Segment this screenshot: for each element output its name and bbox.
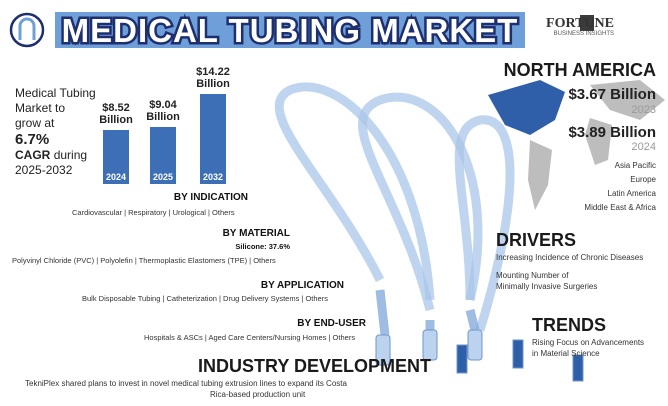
region-year: 2024 xyxy=(631,141,656,153)
title-band xyxy=(55,12,525,48)
data-label: $8.52 Billion xyxy=(99,102,133,127)
segment-title: BY APPLICATION xyxy=(260,280,344,291)
region-name: Europe xyxy=(630,175,656,184)
connectors xyxy=(375,329,584,382)
x-tick-label: 2024 xyxy=(105,172,127,182)
driver-item: Minimally Invasive Surgeries xyxy=(496,282,598,291)
region-value: $3.89 Billion xyxy=(568,124,656,141)
segment-title: BY MATERIAL xyxy=(222,228,290,239)
trend-item: Rising Focus on Advancements xyxy=(532,338,645,347)
segment-items: Bulk Disposable Tubing | Catheterization… xyxy=(82,294,328,303)
section-title: TRENDS xyxy=(532,315,607,335)
body-text: Rica-based production unit xyxy=(210,390,306,399)
data-label: $9.04 Billion xyxy=(146,98,180,123)
data-label: $14.22 Billion xyxy=(196,66,230,90)
bar xyxy=(103,130,129,184)
logo-mark xyxy=(580,15,594,31)
region-name: Asia Pacific xyxy=(614,161,656,170)
growth-text: 2025-2032 xyxy=(15,163,73,177)
segment-highlight: Silicone: 37.6% xyxy=(235,242,290,251)
trend-item: in Material Science xyxy=(532,349,600,358)
cagr-label: CAGR xyxy=(15,148,51,162)
world-map xyxy=(488,80,665,210)
x-tick-label: 2025 xyxy=(152,172,174,182)
growth-text: during xyxy=(53,148,88,162)
segment-items: Polyvinyl Chloride (PVC) | Polyolefin | … xyxy=(12,256,276,265)
cagr-value: 6.7% xyxy=(15,131,50,148)
logo-tagline: BUSINESS INSIGHTS xyxy=(553,31,614,37)
bar xyxy=(200,94,226,184)
growth-text: Medical Tubing xyxy=(15,86,96,100)
body-text: TekniPlex shared plans to invest in nove… xyxy=(25,379,347,388)
driver-item: Increasing Incidence of Chronic Diseases xyxy=(496,253,644,262)
logo-name: FORTUNE xyxy=(546,16,614,31)
growth-text: Market to xyxy=(15,101,66,115)
segment-items: Cardiovascular | Respiratory | Urologica… xyxy=(72,208,235,217)
segment-items: Hospitals & ASCs | Aged Care Centers/Nur… xyxy=(144,333,356,342)
title-icon xyxy=(9,12,45,48)
segment-title: BY END-USER xyxy=(297,318,366,329)
section-title: DRIVERS xyxy=(496,230,577,250)
region-value: $3.67 Billion xyxy=(568,86,656,103)
page-title: MEDICAL TUBING MARKET xyxy=(62,12,519,49)
section-title: INDUSTRY DEVELOPMENT xyxy=(198,356,432,376)
section-title: NORTH AMERICA xyxy=(503,60,656,80)
title-icon-tube xyxy=(18,17,36,40)
growth-text: grow at xyxy=(15,116,55,130)
tubing-illustration xyxy=(274,82,515,336)
driver-item: Mounting Number of xyxy=(496,271,569,280)
region-name: Latin America xyxy=(607,189,656,198)
region-name: Middle East & Africa xyxy=(584,203,656,212)
bar xyxy=(150,126,176,184)
region-year: 2023 xyxy=(631,104,656,116)
segment-title: BY INDICATION xyxy=(173,192,248,203)
x-tick-label: 2032 xyxy=(202,172,224,182)
